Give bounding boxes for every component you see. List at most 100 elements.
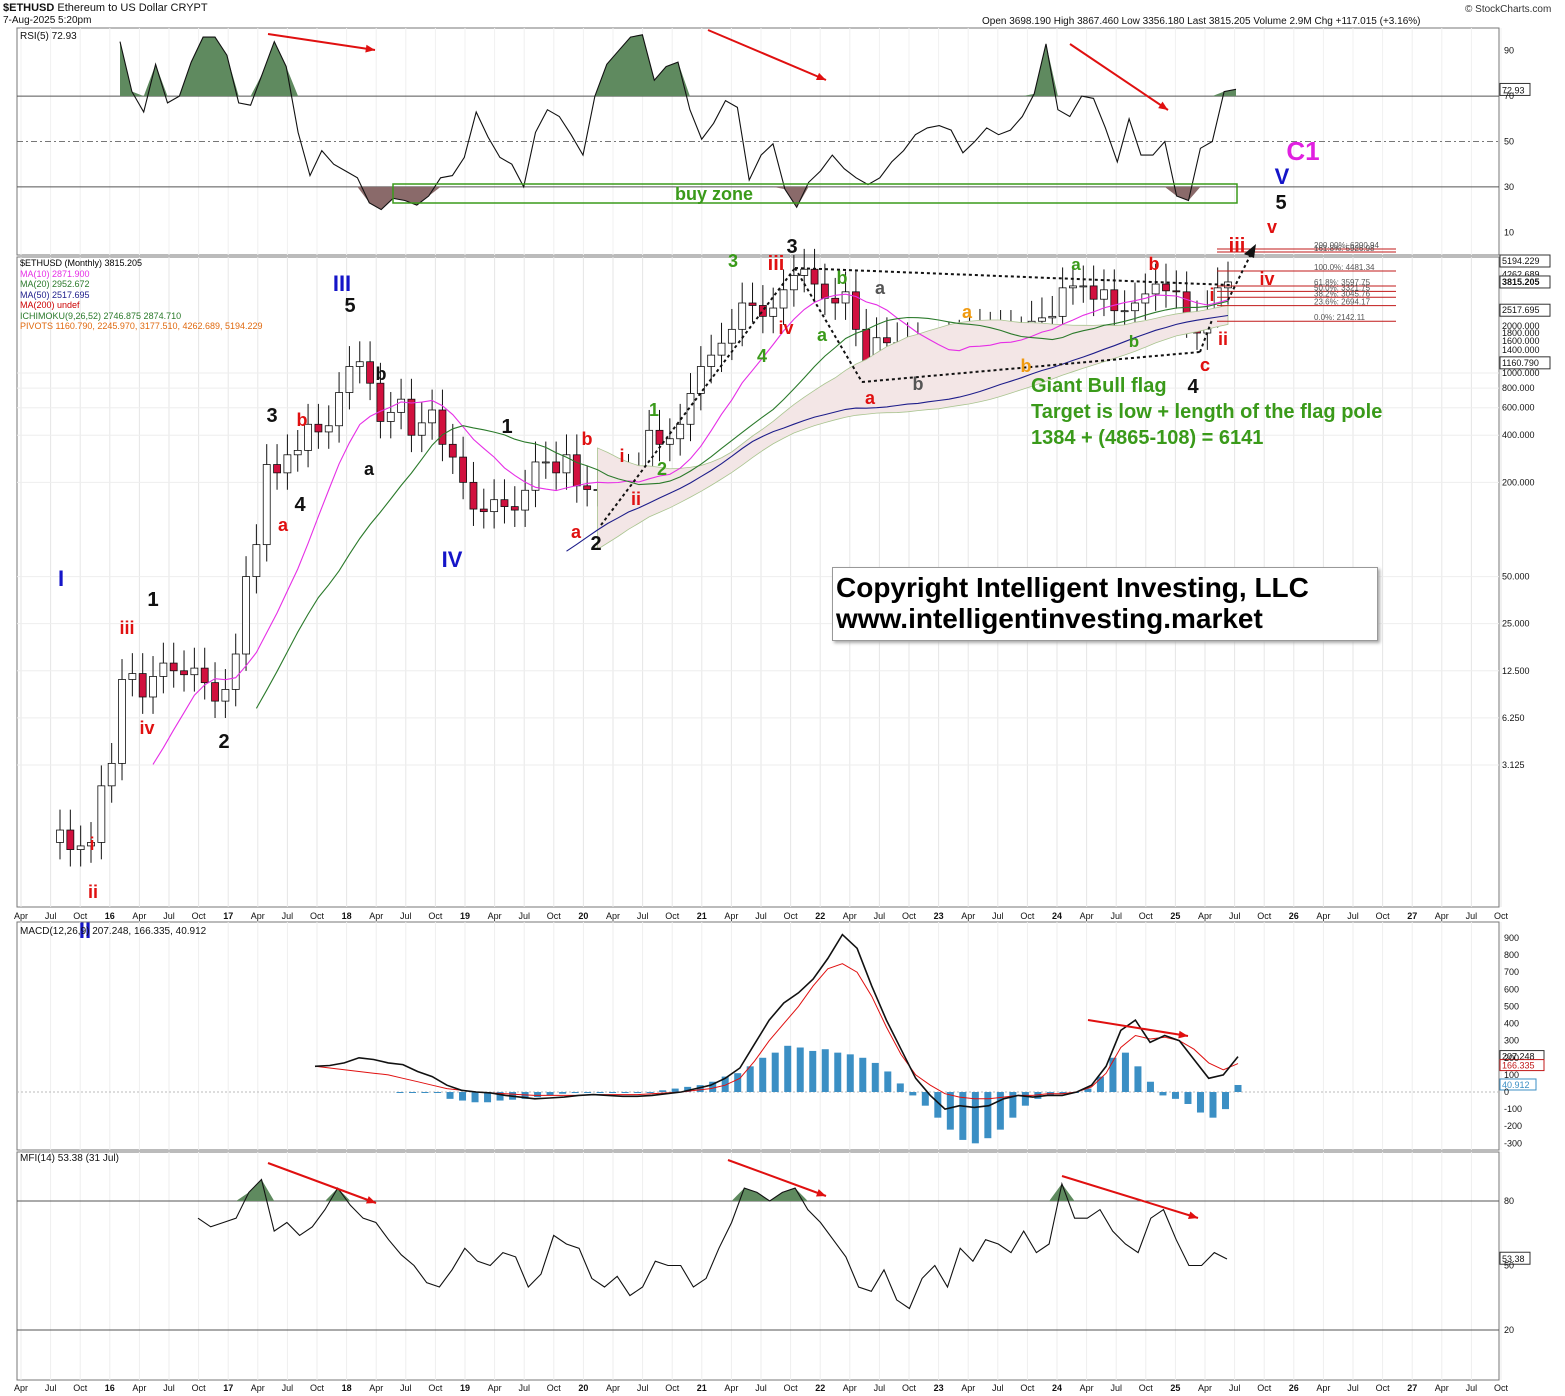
price-tick-label: 3815.205 <box>1502 277 1540 287</box>
candle-down <box>500 499 509 507</box>
flag-left-line <box>794 267 863 383</box>
macd-hist-bar <box>1184 1092 1192 1104</box>
x-tick-label: Apr <box>251 911 265 921</box>
wave-label-black: 2 <box>218 731 229 753</box>
symbol: $ETHUSD <box>3 2 55 14</box>
header-symbol-line: $ETHUSD Ethereum to US Dollar CRYPT <box>3 2 208 14</box>
candle-down <box>552 461 561 474</box>
macd-hist-bar <box>596 1092 604 1093</box>
wave-label-black: 5 <box>1275 192 1286 214</box>
macd-hist-bar <box>521 1092 529 1099</box>
candle-down <box>831 297 840 304</box>
x-tick-label: Oct <box>1257 1383 1272 1393</box>
macd-tick-label: 200 <box>1504 1053 1519 1063</box>
macd-hist-bar <box>896 1083 904 1092</box>
x-tick-label: Oct <box>902 911 917 921</box>
x-tick-label: Jul <box>163 1383 175 1393</box>
x-tick-label: Jul <box>1110 1383 1122 1393</box>
target-projection-line <box>1227 251 1253 301</box>
candle-down <box>376 382 385 422</box>
quote-line: Open 3698.190 High 3867.460 Low 3356.180… <box>982 16 1421 27</box>
candle-down <box>583 485 592 490</box>
candle-down <box>169 662 178 672</box>
x-tick-label: Apr <box>1435 911 1449 921</box>
x-tick-label: 19 <box>460 911 470 921</box>
macd-hist-bar <box>909 1092 917 1096</box>
macd-line <box>314 933 1239 1110</box>
candle-up <box>1058 287 1067 317</box>
x-tick-label: Jul <box>163 911 175 921</box>
macd-hist-bar <box>1021 1092 1029 1106</box>
wave-label-gray: b <box>913 374 924 394</box>
x-tick-label: Oct <box>1139 1383 1154 1393</box>
wave-label-green: 2 <box>657 459 667 479</box>
macd-hist-bar <box>696 1085 704 1092</box>
mfi-divergence-arrow <box>727 1159 827 1197</box>
candle-up <box>1151 283 1160 295</box>
x-tick-label: 21 <box>697 1383 707 1393</box>
candle-up <box>696 366 705 394</box>
x-tick-label: Oct <box>665 1383 680 1393</box>
wave-label-blue: I <box>58 566 64 591</box>
price-tick-label: 2517.695 <box>1502 305 1540 315</box>
x-tick-label: Apr <box>369 911 383 921</box>
wave-label-red: iii <box>768 253 785 275</box>
wave-label-orange: b <box>1021 356 1032 376</box>
x-tick-label: Apr <box>843 1383 857 1393</box>
candle-up <box>56 829 64 843</box>
macd-tick-label: 400 <box>1504 1019 1519 1029</box>
wave-label-red: i <box>89 834 94 854</box>
macd-hist-bar <box>434 1092 442 1093</box>
x-tick-label: Jul <box>755 911 767 921</box>
x-tick-label: 16 <box>105 1383 115 1393</box>
macd-hist-bar <box>884 1071 892 1092</box>
rsi-divergence-arrow <box>267 33 376 51</box>
candle-up <box>76 845 85 850</box>
rsi-title: RSI(5) 72.93 <box>20 31 77 42</box>
candle-up <box>324 425 333 433</box>
x-tick-label: Apr <box>1435 1383 1449 1393</box>
x-tick-label: Jul <box>874 1383 886 1393</box>
wave-label-black: 1 <box>501 416 512 438</box>
candle-up <box>335 392 343 427</box>
rsi-tick-label: 30 <box>1504 182 1514 192</box>
flag-top-line <box>794 267 1231 286</box>
wave-label-black: 4 <box>1187 376 1199 398</box>
macd-hist-bar <box>809 1050 817 1092</box>
x-tick-label: Jul <box>400 911 412 921</box>
price-tick-label: 1160.790 <box>1502 358 1539 368</box>
wave-label-red: a <box>278 515 289 535</box>
macd-hist-bar <box>1121 1052 1129 1092</box>
x-tick-label: Apr <box>606 911 620 921</box>
mfi-panel-frame <box>16 1151 1500 1381</box>
macd-hist-bar <box>1196 1092 1204 1113</box>
x-tick-label: Oct <box>547 911 562 921</box>
rsi-tick-label: 10 <box>1504 227 1514 237</box>
x-tick-label: Jul <box>518 911 530 921</box>
brand: © StockCharts.com <box>1465 4 1552 15</box>
candle-up <box>293 450 302 456</box>
wave-label-red: a <box>865 388 876 408</box>
wave-label-red: iv <box>139 718 154 738</box>
x-tick-label: Oct <box>1494 911 1509 921</box>
macd-hist-bar <box>496 1092 504 1101</box>
macd-hist-bar <box>1209 1092 1217 1118</box>
candle-up <box>1048 315 1057 319</box>
candle-up <box>87 842 95 847</box>
x-tick-label: Jul <box>45 1383 57 1393</box>
x-tick-label: Apr <box>132 911 146 921</box>
fib-label: 50.0%: 3321.75 <box>1314 283 1371 292</box>
candle-up <box>1100 289 1108 300</box>
candle-up <box>686 393 695 425</box>
hist-value: 40.912 <box>1502 1080 1530 1090</box>
mfi-divergence-arrow <box>267 1162 377 1204</box>
candle-down <box>200 667 209 684</box>
candle-up <box>521 489 530 511</box>
mfi-tick-label: 80 <box>1504 1196 1514 1206</box>
mfi-divergence-arrow-head <box>816 1189 826 1197</box>
macd-hist-bar <box>934 1092 942 1118</box>
candle-up <box>262 464 271 546</box>
candle-down <box>655 429 664 445</box>
candle-up <box>231 653 240 690</box>
